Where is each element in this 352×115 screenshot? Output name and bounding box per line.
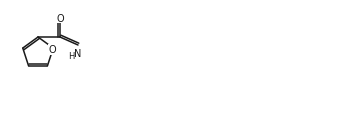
Text: O: O: [56, 14, 64, 24]
Text: O: O: [49, 45, 56, 55]
Text: H: H: [68, 52, 74, 61]
Text: N: N: [74, 49, 82, 59]
